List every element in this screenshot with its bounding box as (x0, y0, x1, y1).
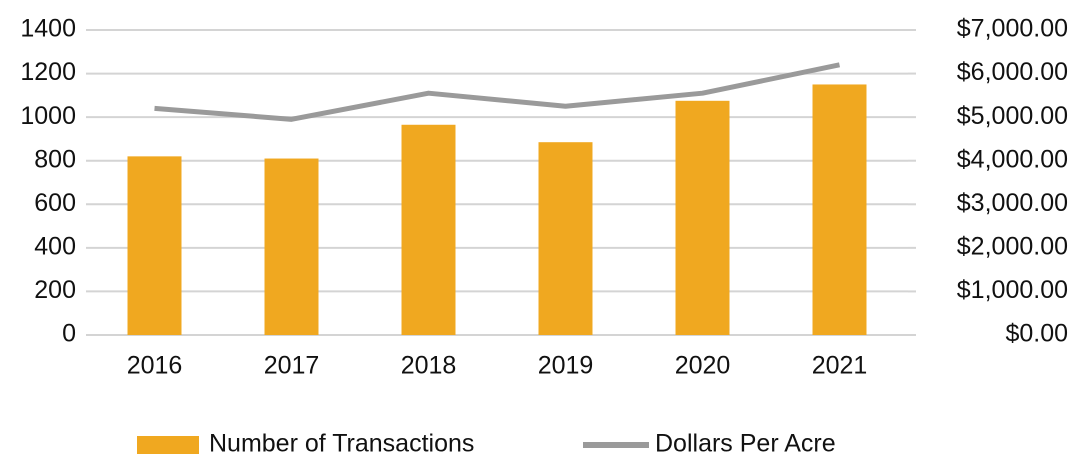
legend-label: Number of Transactions (209, 430, 474, 458)
bar (401, 124, 456, 336)
y2-tick-label: $3,000.00 (957, 189, 1068, 217)
bar (538, 142, 593, 335)
y2-tick-label: $1,000.00 (957, 276, 1068, 304)
y-tick-label: 1200 (20, 58, 76, 86)
bar (127, 156, 182, 335)
y2-tick-label: $7,000.00 (957, 15, 1068, 43)
x-tick-label: 2016 (127, 352, 183, 380)
x-tick-label: 2021 (812, 352, 868, 380)
y-tick-label: 600 (34, 189, 76, 217)
legend-label: Dollars Per Acre (655, 430, 836, 458)
bar (675, 100, 730, 335)
y2-tick-label: $4,000.00 (957, 145, 1068, 173)
y-tick-label: 800 (34, 145, 76, 173)
y2-tick-label: $0.00 (1005, 320, 1068, 348)
y-tick-label: 1000 (20, 102, 76, 130)
bar (812, 84, 867, 335)
x-tick-label: 2018 (401, 352, 457, 380)
y-tick-label: 1400 (20, 15, 76, 43)
y2-tick-label: $2,000.00 (957, 232, 1068, 260)
y2-tick-label: $6,000.00 (957, 58, 1068, 86)
bar (264, 158, 319, 335)
y-tick-label: 200 (34, 276, 76, 304)
x-tick-label: 2019 (538, 352, 594, 380)
x-tick-label: 2017 (264, 352, 320, 380)
x-tick-label: 2020 (675, 352, 731, 380)
y-tick-label: 400 (34, 232, 76, 260)
legend-swatch (137, 436, 199, 454)
y-tick-label: 0 (62, 320, 76, 348)
y2-tick-label: $5,000.00 (957, 102, 1068, 130)
line (154, 62, 841, 122)
